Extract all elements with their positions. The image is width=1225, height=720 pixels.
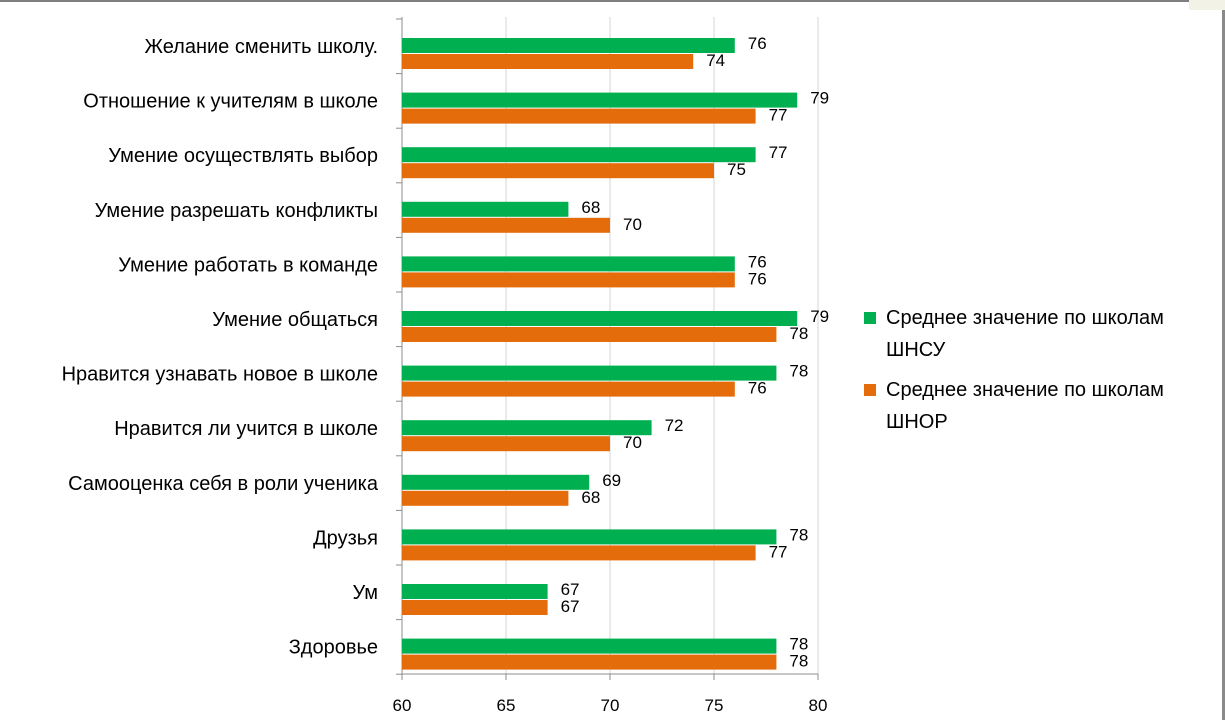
legend-item-series-2: Среднее значение по школам ШНОР — [864, 374, 1224, 438]
legend: Среднее значение по школам ШНСУ Среднее … — [864, 302, 1224, 446]
value-label-series-1: 68 — [581, 198, 600, 217]
value-label-series-1: 76 — [748, 34, 767, 53]
bar-series-2 — [402, 381, 735, 397]
bar-series-1 — [402, 92, 798, 108]
bar-series-2 — [402, 600, 548, 615]
category-label: Нравится ли учится в школе — [114, 418, 378, 440]
bar-series-2 — [402, 272, 735, 288]
bar-series-1 — [402, 420, 652, 436]
value-label-series-1: 78 — [789, 635, 808, 654]
bars — [402, 38, 798, 670]
x-tick-label-80: 80 — [809, 696, 828, 715]
category-label: Желание сменить школу. — [144, 36, 378, 58]
bar-series-1 — [402, 38, 735, 53]
category-label: Здоровье — [289, 637, 378, 659]
bar-series-2 — [402, 163, 714, 179]
value-label-series-2: 70 — [623, 215, 642, 234]
value-label-series-2: 67 — [561, 597, 580, 616]
value-label-series-2: 74 — [706, 51, 725, 70]
value-label-series-1: 78 — [789, 525, 808, 544]
category-labels: Желание сменить школу. Отношение к учител… — [62, 36, 379, 659]
bar-series-2 — [402, 654, 777, 670]
legend-label-series-2: Среднее значение по школам ШНОР — [886, 379, 1164, 433]
x-tick-label-65: 65 — [497, 696, 516, 715]
bar-series-1 — [402, 147, 756, 163]
value-labels: 7674797777756870767679787876727069687877… — [561, 34, 830, 671]
bar-series-1 — [402, 365, 777, 381]
category-label: Умение общаться — [212, 309, 378, 331]
legend-label-series-1: Среднее значение по школам ШНСУ — [886, 307, 1164, 361]
value-label-series-1: 67 — [561, 580, 580, 599]
x-tick-label-75: 75 — [705, 696, 724, 715]
value-label-series-2: 77 — [769, 106, 788, 125]
value-label-series-2: 75 — [727, 160, 746, 179]
value-label-series-2: 77 — [769, 542, 788, 561]
bar-series-2 — [402, 545, 756, 561]
bar-series-2 — [402, 436, 610, 452]
corner-accent — [1189, 0, 1225, 10]
legend-swatch-series-1 — [864, 312, 876, 324]
value-label-series-1: 79 — [810, 89, 829, 108]
category-label: Самооценка себя в роли ученика — [68, 473, 379, 495]
x-tick-label-60: 60 — [393, 696, 412, 715]
bar-series-1 — [402, 311, 798, 326]
value-label-series-2: 78 — [789, 652, 808, 671]
category-label: Отношение к учителям в школе — [83, 91, 378, 113]
value-label-series-2: 68 — [581, 488, 600, 507]
bar-series-2 — [402, 490, 569, 506]
bar-series-1 — [402, 529, 777, 545]
value-label-series-1: 77 — [769, 143, 788, 162]
bar-series-1 — [402, 584, 548, 599]
legend-item-series-1: Среднее значение по школам ШНСУ — [864, 302, 1224, 366]
value-label-series-2: 70 — [623, 433, 642, 452]
value-label-series-2: 76 — [748, 269, 767, 288]
bar-series-1 — [402, 474, 590, 490]
category-label: Умение работать в команде — [118, 254, 378, 276]
value-label-series-1: 79 — [810, 307, 829, 326]
legend-swatch-series-2 — [864, 384, 876, 396]
gridlines — [401, 17, 819, 674]
category-label: Нравится узнавать новое в школе — [62, 364, 378, 386]
value-label-series-2: 78 — [789, 324, 808, 343]
value-label-series-1: 69 — [602, 471, 621, 490]
category-label: Ум — [352, 582, 378, 604]
bar-series-1 — [402, 256, 735, 272]
bar-series-1 — [402, 201, 569, 217]
x-tick-label-70: 70 — [601, 696, 620, 715]
category-label: Умение осуществлять выбор — [108, 145, 378, 167]
value-label-series-1: 78 — [789, 362, 808, 381]
category-label: Друзья — [313, 527, 378, 549]
value-label-series-1: 76 — [748, 252, 767, 271]
bar-series-2 — [402, 217, 610, 233]
bar-series-2 — [402, 108, 756, 124]
x-axis: 60 65 70 75 80 — [393, 18, 828, 715]
value-label-series-1: 72 — [665, 416, 684, 435]
value-label-series-2: 76 — [748, 379, 767, 398]
bar-series-2 — [402, 327, 777, 342]
bar-series-2 — [402, 54, 694, 69]
category-label: Умение разрешать конфликты — [95, 200, 378, 222]
bar-series-1 — [402, 638, 777, 654]
